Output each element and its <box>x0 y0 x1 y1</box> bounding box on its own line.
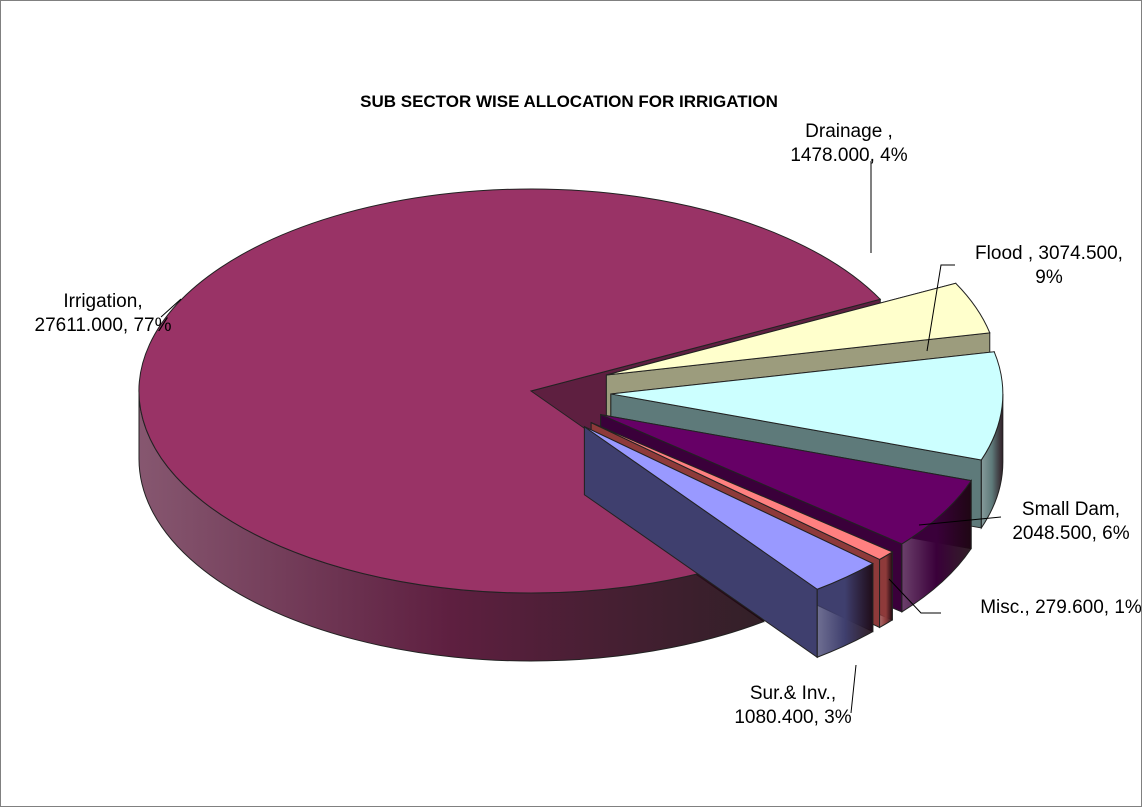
slice-top-misc-279-600-1 <box>590 422 894 561</box>
data-label-line: Irrigation, <box>63 291 142 312</box>
data-label-irrigation: Irrigation, 27611.000, 77% <box>35 291 172 336</box>
slice-top-small-dam <box>600 414 972 545</box>
slice-labels: Drainage , 1478.000, 4% Flood , 3074.500, 9… <box>35 121 1142 728</box>
leader-line-misc-279-600-1 <box>888 578 941 614</box>
data-label-sur-inv: Sur.& Inv., 1080.400, 3% <box>734 683 851 728</box>
leader-line-flood-3074-500 <box>926 264 955 352</box>
data-label-line: 2048.500, 6% <box>1012 523 1129 544</box>
data-label-misc-279-600-1: Misc., 279.600, 1% <box>980 597 1142 618</box>
data-label-line: Sur.& Inv., <box>750 683 836 704</box>
data-label-line: Flood , 3074.500, <box>975 243 1123 264</box>
data-label-drainage: Drainage , 1478.000, 4% <box>790 121 907 166</box>
leader-line-irrigation <box>160 298 182 318</box>
data-label-line: Misc., 279.600, 1% <box>980 597 1142 618</box>
data-label-line: 27611.000, 77% <box>35 315 172 336</box>
leader-lines <box>160 161 1002 714</box>
chart-title: SUB SECTOR WISE ALLOCATION FOR IRRIGATIO… <box>360 92 778 111</box>
pie-layer <box>138 188 1004 662</box>
slice-top-irrigation <box>138 188 882 594</box>
data-label-line: Drainage , <box>805 121 893 142</box>
data-label-line: 1080.400, 3% <box>734 707 851 728</box>
data-label-flood-3074-500: Flood , 3074.500, 9% <box>975 243 1123 288</box>
data-label-line: 9% <box>1035 267 1063 288</box>
leader-line-sur-inv <box>850 664 857 714</box>
slice-top-flood-3074-500 <box>610 351 1004 461</box>
pie-slice-sur-inv <box>583 425 874 659</box>
slice-top-sur-inv <box>584 426 874 590</box>
slice-rim-misc-279-600-1-0 <box>879 551 893 629</box>
data-label-line: Small Dam, <box>1022 499 1120 520</box>
data-label-line: 1478.000, 4% <box>790 145 907 166</box>
data-label-small-dam: Small Dam, 2048.500, 6% <box>1012 499 1129 544</box>
leader-line-small-dam <box>918 516 1002 526</box>
slice-top-drainage <box>606 282 991 376</box>
